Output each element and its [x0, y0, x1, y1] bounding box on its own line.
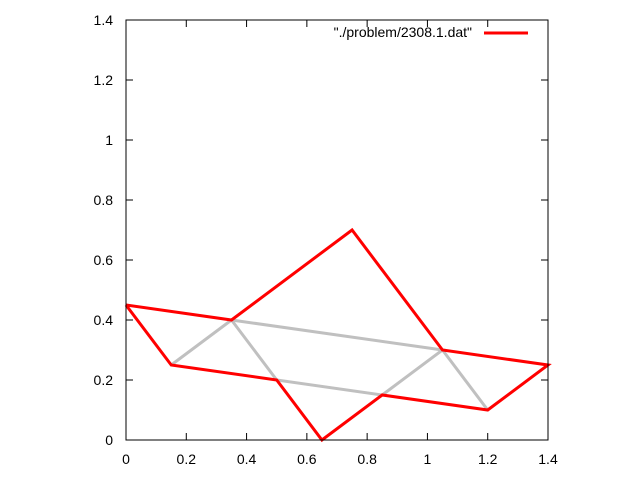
x-tick-label: 1.4	[538, 451, 558, 467]
legend: "./problem/2308.1.dat"	[334, 24, 528, 40]
y-tick-label: 0.8	[94, 192, 114, 208]
y-tick-labels: 0 0.2 0.4 0.6 0.8 1 1.2 1.4	[94, 12, 114, 448]
series-0-line-0	[124, 227, 552, 443]
y-tick-label: 1.2	[94, 72, 114, 88]
y-tick-label: 0.2	[94, 372, 114, 388]
y-tick-label: 0.6	[94, 252, 114, 268]
series-layer	[124, 227, 552, 443]
plot-area-border	[125, 19, 549, 441]
x-tick-label: 1	[424, 451, 432, 467]
x-tick-label: 0.2	[177, 451, 197, 467]
y-tick-label: 0	[105, 432, 113, 448]
series-1-line-1	[441, 349, 489, 411]
tick-marks	[125, 19, 549, 441]
y-tick-label: 1	[105, 132, 113, 148]
legend-label: "./problem/2308.1.dat"	[334, 24, 472, 40]
x-tick-labels: 0 0.2 0.4 0.6 0.8 1 1.2 1.4	[122, 451, 558, 467]
y-tick-label: 0.4	[94, 312, 114, 328]
x-tick-label: 1.2	[478, 451, 498, 467]
x-tick-label: 0.6	[297, 451, 317, 467]
series-1-line-0	[170, 318, 447, 397]
x-tick-label: 0.8	[357, 451, 377, 467]
x-tick-label: 0.4	[237, 451, 257, 467]
y-tick-label: 1.4	[94, 12, 114, 28]
x-tick-label: 0	[122, 451, 130, 467]
